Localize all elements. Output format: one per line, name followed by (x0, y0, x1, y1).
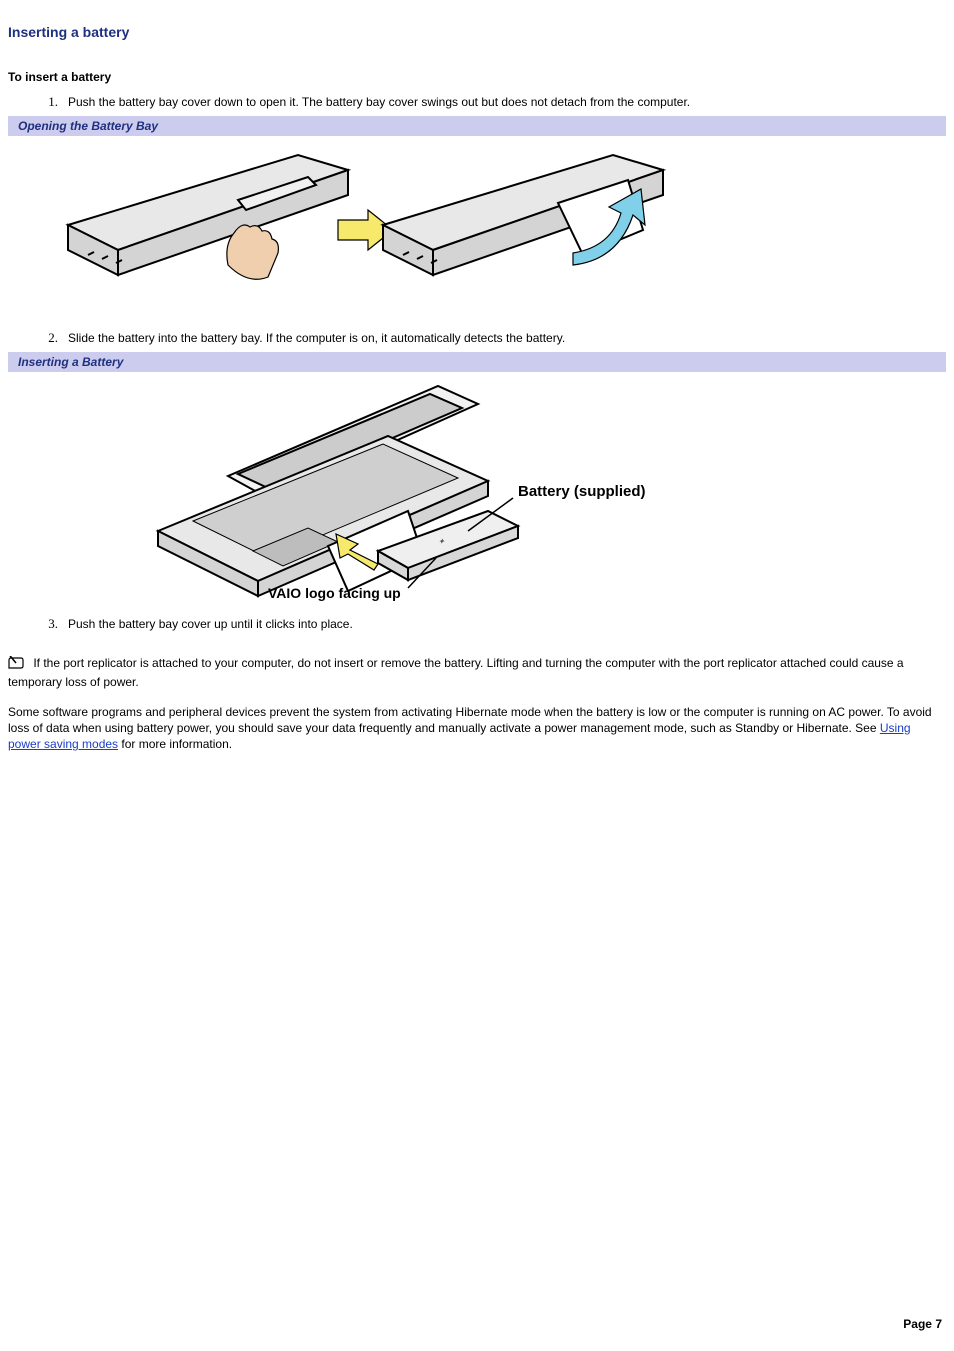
note-paragraph: If the port replicator is attached to yo… (8, 655, 946, 690)
figure-inserting-battery: ✦ Battery (supplied) VAIO logo facing up (38, 376, 678, 606)
step-item: 3. Push the battery bay cover up until i… (36, 616, 946, 632)
page-title: Inserting a battery (8, 0, 946, 40)
step-text: Push the battery bay cover down to open … (68, 94, 946, 110)
figure-opening-battery-bay (38, 140, 678, 320)
step-number: 1. (36, 94, 68, 110)
note-paragraph: Some software programs and peripheral de… (8, 704, 946, 753)
section-subheading: To insert a battery (8, 70, 946, 84)
page-number: Page 7 (903, 1317, 942, 1331)
figure-label-battery: Battery (supplied) (518, 483, 646, 500)
figure-label-logo: VAIO logo facing up (268, 585, 401, 601)
step-number: 2. (36, 330, 68, 346)
step-text: Slide the battery into the battery bay. … (68, 330, 946, 346)
note-text: If the port replicator is attached to yo… (8, 656, 904, 689)
step-number: 3. (36, 616, 68, 632)
note-text: for more information. (118, 737, 232, 751)
figure-caption-opening-bay: Opening the Battery Bay (8, 116, 946, 136)
step-item: 2. Slide the battery into the battery ba… (36, 330, 946, 346)
note-text: Some software programs and peripheral de… (8, 705, 932, 735)
figure-caption-inserting-battery: Inserting a Battery (8, 352, 946, 372)
note-block: If the port replicator is attached to yo… (8, 655, 946, 753)
step-item: 1. Push the battery bay cover down to op… (36, 94, 946, 110)
step-text: Push the battery bay cover up until it c… (68, 616, 946, 632)
note-icon (8, 656, 26, 674)
